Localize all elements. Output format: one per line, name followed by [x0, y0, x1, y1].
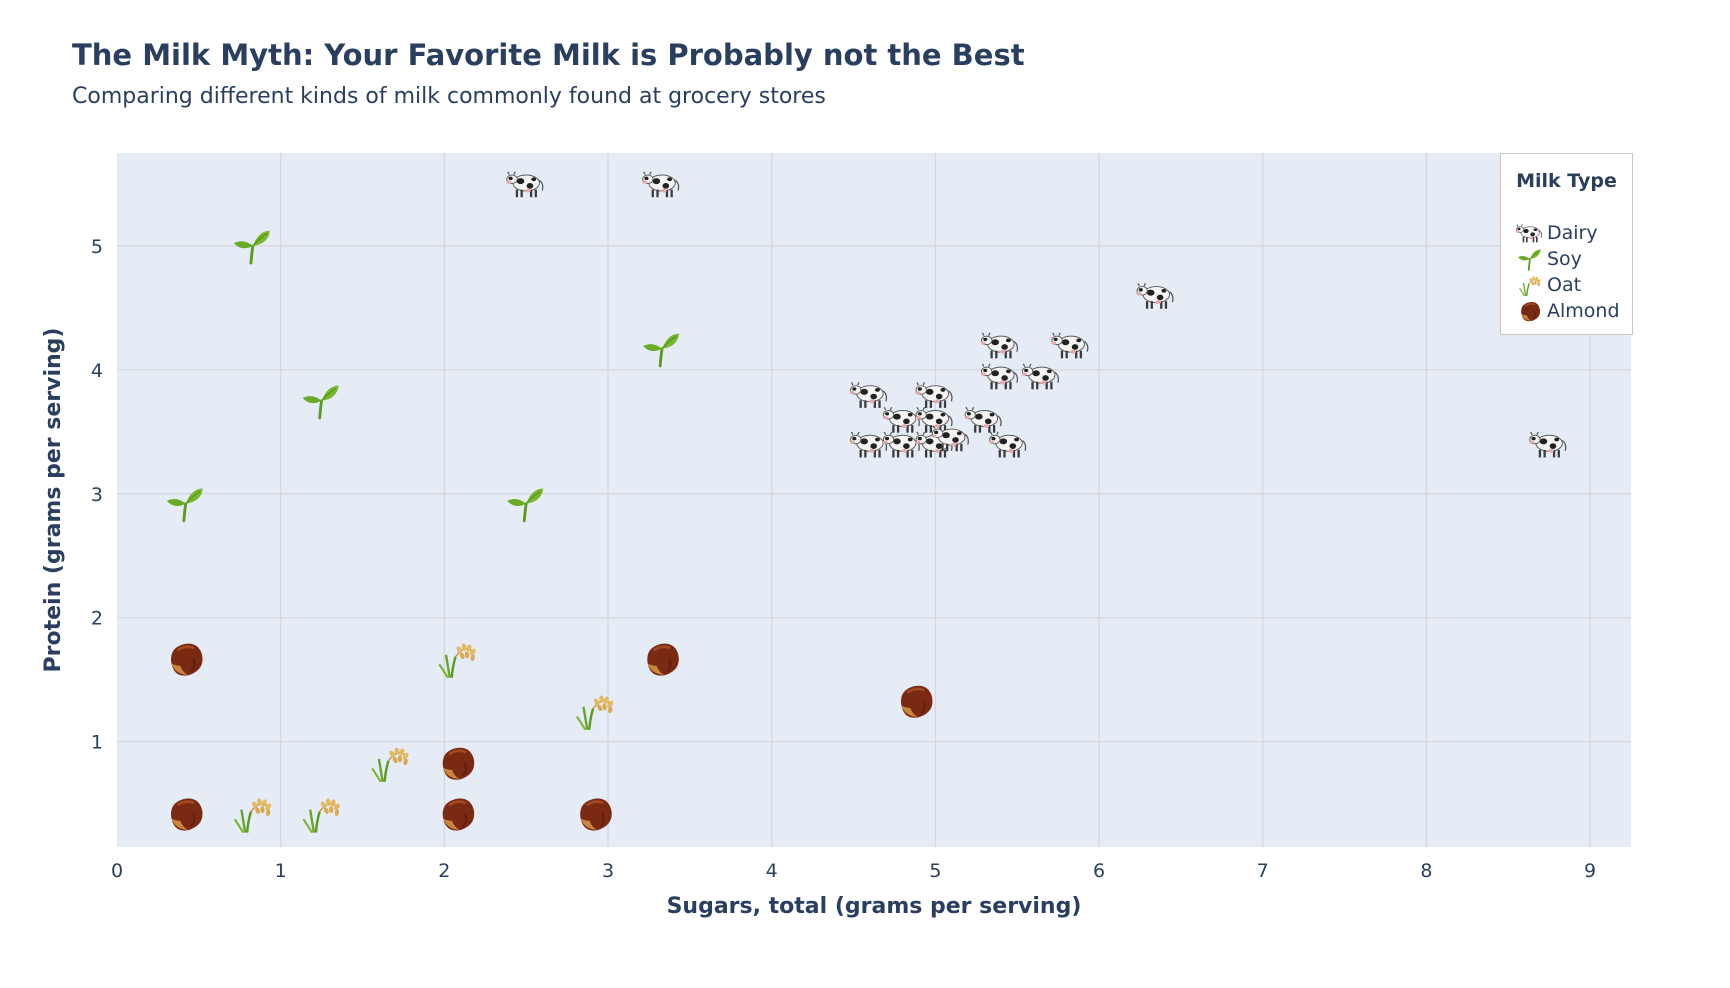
legend-item-almond[interactable]: Almond: [1515, 298, 1620, 324]
x-tick-label: 2: [438, 860, 450, 882]
sprout-icon: [1515, 247, 1545, 271]
legend-label: Oat: [1547, 274, 1582, 296]
legend-item-dairy[interactable]: Dairy: [1515, 220, 1620, 246]
legend-item-oat[interactable]: Oat: [1515, 272, 1620, 298]
y-tick-label: 5: [91, 236, 103, 258]
x-tick-label: 1: [275, 860, 287, 882]
plot-area: [117, 153, 1631, 847]
y-tick-label: 1: [91, 732, 103, 754]
x-tick-label: 4: [766, 860, 778, 882]
x-tick-label: 3: [602, 860, 614, 882]
x-tick-label: 8: [1420, 860, 1432, 882]
x-tick-label: 0: [111, 860, 123, 882]
y-axis-title: Protein (grams per serving): [41, 328, 66, 673]
legend: Milk Type Dairy Soy Oat Almond: [1500, 153, 1633, 335]
x-axis-title: Sugars, total (grams per serving): [667, 894, 1082, 919]
legend-item-soy[interactable]: Soy: [1515, 246, 1620, 272]
x-tick-label: 7: [1257, 860, 1269, 882]
chart-subtitle: Comparing different kinds of milk common…: [72, 84, 826, 109]
oat-icon: [1515, 273, 1545, 297]
y-tick-label: 4: [91, 360, 103, 382]
x-tick-label: 9: [1584, 860, 1596, 882]
x-tick-label: 5: [929, 860, 941, 882]
grid: [117, 153, 1631, 847]
legend-label: Almond: [1547, 300, 1620, 322]
chart-title: The Milk Myth: Your Favorite Milk is Pro…: [72, 38, 1025, 72]
cow-icon: [1515, 221, 1545, 245]
y-tick-label: 3: [91, 484, 103, 506]
y-tick-label: 2: [91, 608, 103, 630]
legend-label: Dairy: [1547, 222, 1598, 244]
legend-title: Milk Type: [1516, 170, 1617, 192]
nut-icon: [1515, 299, 1545, 323]
legend-label: Soy: [1547, 248, 1582, 270]
x-tick-label: 6: [1093, 860, 1105, 882]
axis-ticks: 0 1 2 3 4 5 6 7 8 9 1 2 3 4 5: [91, 236, 1596, 882]
